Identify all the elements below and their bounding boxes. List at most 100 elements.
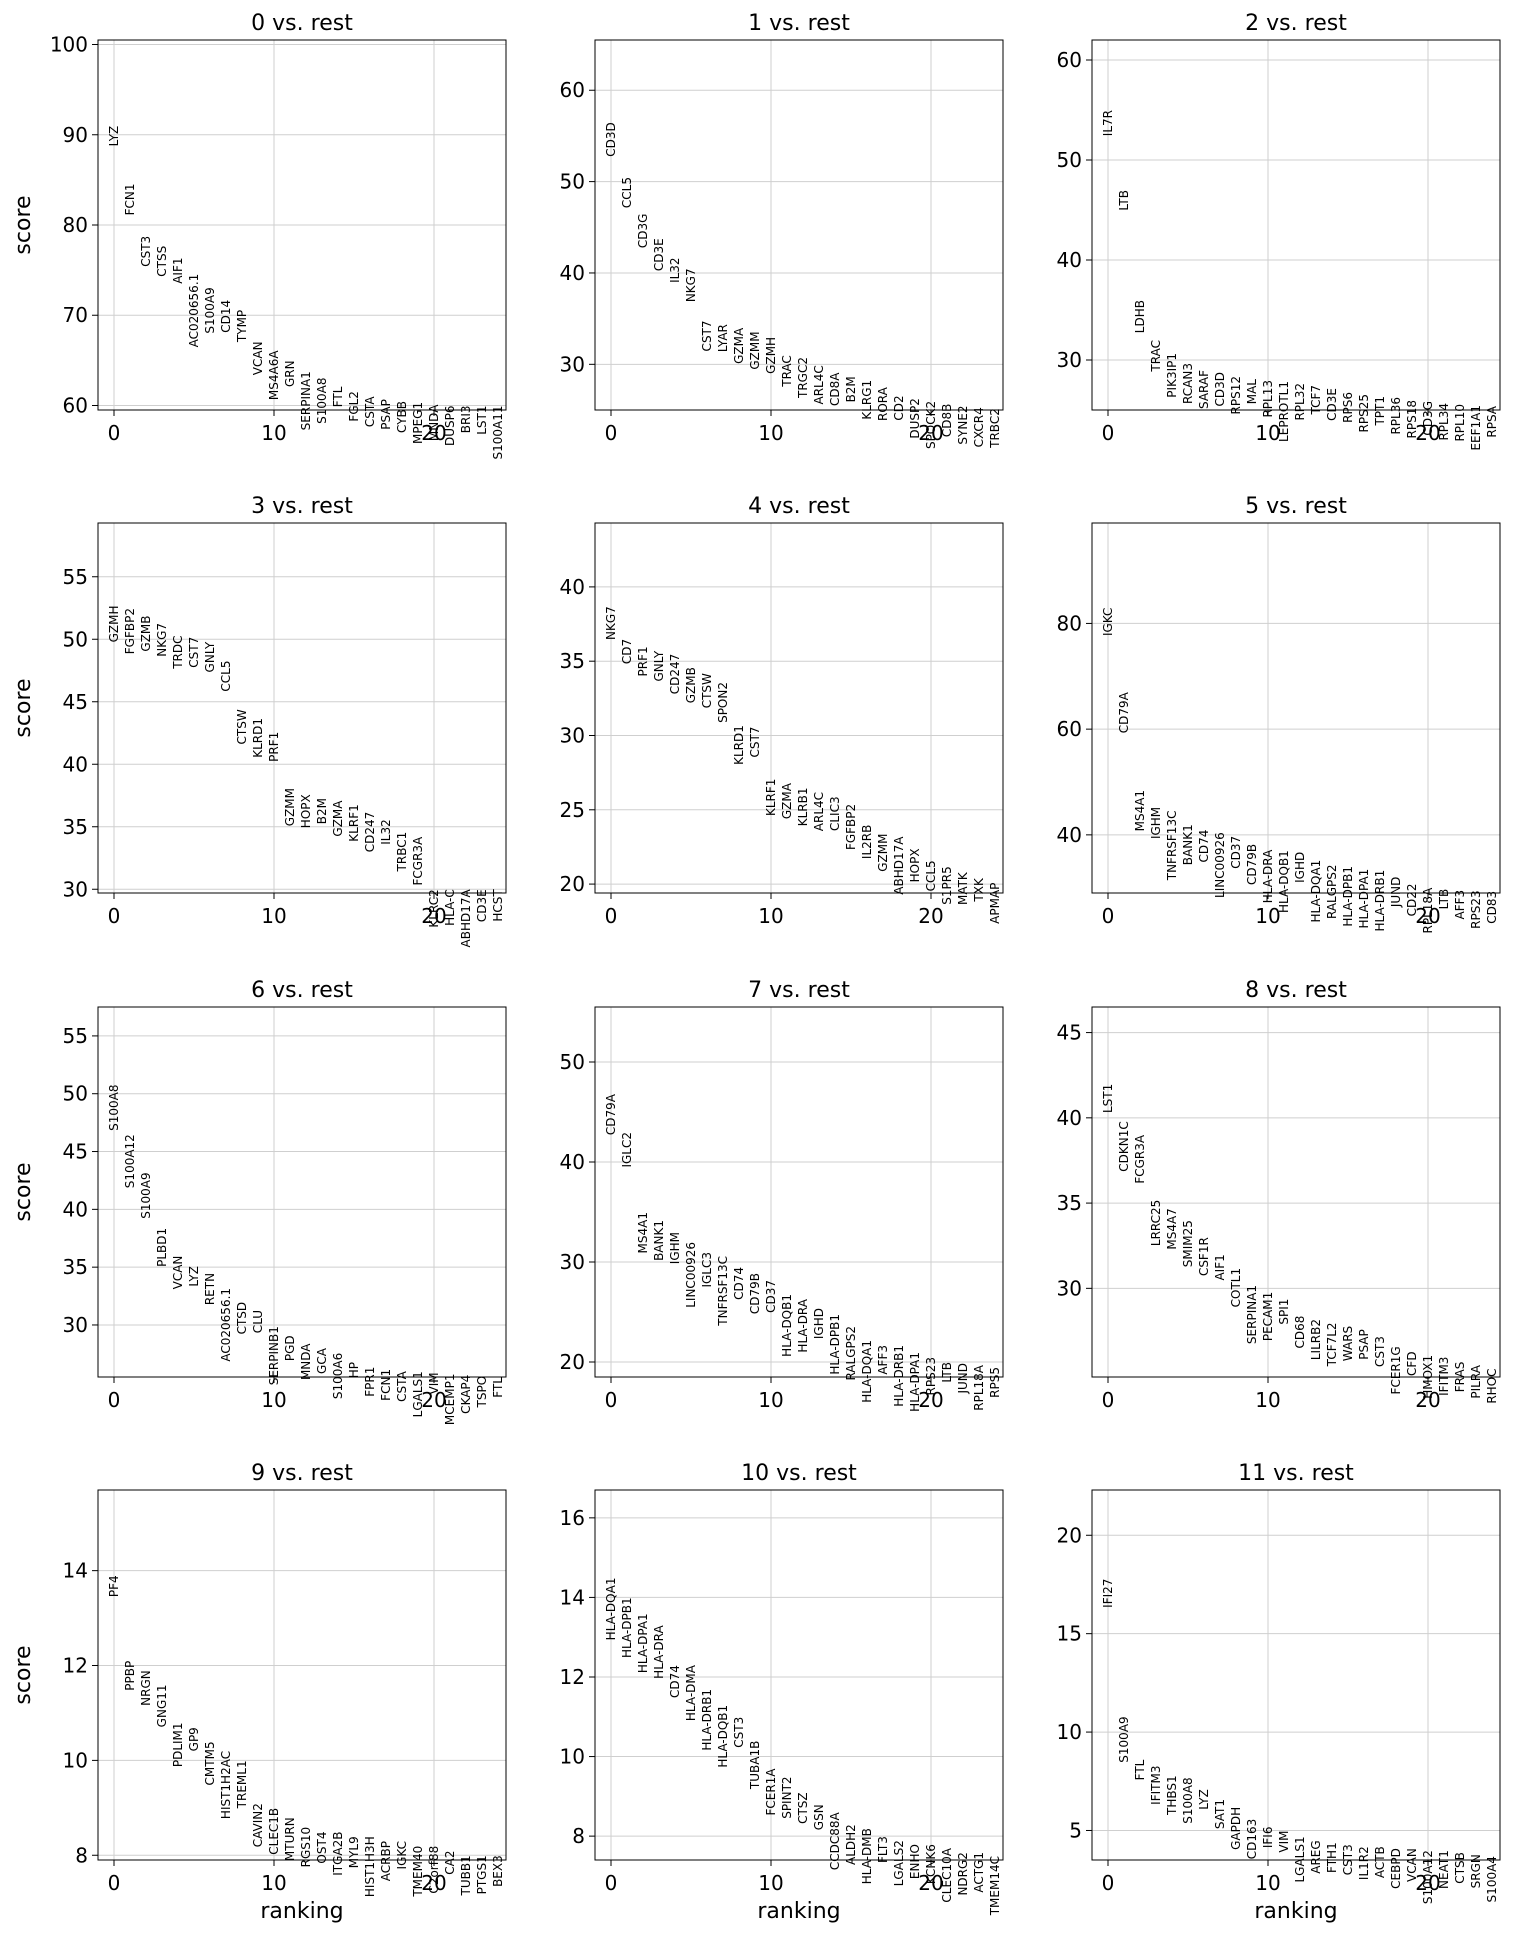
gene-label: MCEMP1 xyxy=(443,1374,457,1426)
gene-label: CD2 xyxy=(892,395,906,420)
y-tick-label: 10 xyxy=(560,1745,585,1769)
y-tick-label: 30 xyxy=(560,1250,585,1274)
gene-label: PRF1 xyxy=(636,646,650,676)
gene-label: HOPX xyxy=(908,848,922,882)
y-tick-label: 80 xyxy=(1057,611,1082,635)
panel-title: 1 vs. rest xyxy=(748,11,850,36)
y-tick-label: 55 xyxy=(63,565,88,589)
gene-label: CST3 xyxy=(139,236,153,267)
gene-label: FCGR3A xyxy=(1133,1134,1147,1184)
gene-label: GCA xyxy=(315,1347,329,1374)
gene-label: MS4A6A xyxy=(267,350,281,400)
gene-label: ABHD17A xyxy=(459,888,473,947)
x-tick-label: 10 xyxy=(758,421,783,445)
gene-label: MS4A7 xyxy=(1165,1208,1179,1249)
gene-label: IL2RB xyxy=(860,825,874,859)
x-tick-label: 10 xyxy=(758,1871,783,1895)
gene-label: IFI6 xyxy=(1261,1827,1275,1849)
y-tick-label: 16 xyxy=(560,1506,585,1530)
gene-label: HLA-DMB xyxy=(860,1828,874,1884)
x-tick-label: 20 xyxy=(421,421,446,445)
x-tick-label: 20 xyxy=(918,904,943,928)
gene-label: IL1R2 xyxy=(1357,1846,1371,1880)
gene-label: FRAS xyxy=(1453,1362,1467,1393)
gene-label: SERPINA1 xyxy=(299,371,313,430)
gene-label: CST7 xyxy=(187,637,201,668)
gene-label: S100A9 xyxy=(139,1172,153,1218)
gene-label: JUND xyxy=(1389,877,1403,909)
gene-label: CFD xyxy=(1405,1351,1419,1376)
y-tick-label: 60 xyxy=(560,78,585,102)
gene-label: NKG7 xyxy=(604,606,618,640)
gene-label: CD163 xyxy=(1245,1819,1259,1860)
gene-label: GNG11 xyxy=(155,1684,169,1727)
y-axis-label: score xyxy=(11,195,36,254)
y-tick-label: 30 xyxy=(1057,348,1082,372)
gene-label: HLA-DPA1 xyxy=(1357,869,1371,929)
gene-label: MS4A1 xyxy=(636,1212,650,1253)
gene-label: LYZ xyxy=(1197,1789,1211,1810)
gene-label: IFITM3 xyxy=(1437,1357,1451,1396)
gene-label: LDHB xyxy=(1133,300,1147,333)
gene-label: RPL32 xyxy=(1293,383,1307,421)
gene-label: FTL xyxy=(491,1377,505,1398)
gene-label: PF4 xyxy=(107,1575,121,1597)
y-tick-label: 40 xyxy=(1057,1106,1082,1130)
x-axis-label: ranking xyxy=(260,1899,343,1924)
y-tick-label: 20 xyxy=(1057,1523,1082,1547)
y-tick-label: 30 xyxy=(1057,1276,1082,1300)
y-tick-label: 50 xyxy=(63,627,88,651)
x-tick-label: 20 xyxy=(421,904,446,928)
panel-0: 0 10 20 60 70 80 90 100 0 vs. rest score LYZ FCN1 CS… xyxy=(11,11,507,459)
gene-label: HLA-DRA xyxy=(652,1624,666,1678)
gene-label: LTB xyxy=(940,1362,954,1383)
gene-label: HLA-C xyxy=(443,889,457,926)
y-tick-label: 30 xyxy=(560,723,585,747)
x-tick-label: 0 xyxy=(605,1388,618,1412)
axes-frame xyxy=(1091,39,1501,411)
x-tick-label: 20 xyxy=(1415,421,1440,445)
gene-label: LYAR xyxy=(716,324,730,352)
gene-label: IGHM xyxy=(1149,807,1163,839)
gene-label: CLEC10A xyxy=(940,1847,954,1902)
gene-label: SYNE2 xyxy=(956,405,970,444)
gene-label: CAVIN2 xyxy=(251,1803,265,1847)
gene-label: HLA-DRA xyxy=(1261,849,1275,903)
gene-label: PLBD1 xyxy=(155,1228,169,1267)
y-tick-label: 40 xyxy=(560,261,585,285)
gene-label: TUBA1B xyxy=(748,1741,762,1790)
gene-label: RCAN3 xyxy=(1181,363,1195,404)
gene-label: KLRB1 xyxy=(796,787,810,826)
gene-label: TXK xyxy=(972,877,986,903)
gene-label: SERPINA1 xyxy=(1245,1285,1259,1344)
y-tick-label: 45 xyxy=(63,1140,88,1164)
gene-label: SMIM25 xyxy=(1181,1220,1195,1267)
gene-label: PTGS1 xyxy=(475,1855,489,1894)
y-tick-label: 55 xyxy=(63,1024,88,1048)
y-tick-label: 12 xyxy=(63,1654,88,1678)
gene-label: RETN xyxy=(203,1273,217,1305)
gene-label: TRDC xyxy=(171,636,185,670)
gene-label: VCAN xyxy=(251,341,265,375)
gene-label: TNFRSF13C xyxy=(1165,811,1179,882)
axes-frame xyxy=(1091,522,1501,894)
gene-label: HLA-DQB1 xyxy=(1277,850,1291,913)
panel-title: 7 vs. rest xyxy=(748,978,850,1003)
x-tick-label: 20 xyxy=(1415,1388,1440,1412)
x-tick-label: 0 xyxy=(1102,1388,1115,1412)
gene-label: CD79A xyxy=(604,1093,618,1135)
gene-label: PPBP xyxy=(123,1661,137,1691)
y-tick-label: 40 xyxy=(1057,248,1082,272)
gene-label: BANK1 xyxy=(1181,824,1195,865)
gene-label: RPSA xyxy=(1485,405,1499,437)
panel-title: 5 vs. rest xyxy=(1245,494,1347,519)
panel-11: 0 10 20 5 10 15 20 11 vs. rest ranking IFI27 S100A… xyxy=(1057,1461,1501,1924)
gene-label: HLA-DQA1 xyxy=(860,1340,874,1403)
gene-label: MYL9 xyxy=(347,1836,361,1868)
gene-label: SPOCK2 xyxy=(924,401,938,449)
gene-label: CYBB xyxy=(395,401,409,433)
gene-label: HLA-DPA1 xyxy=(908,1352,922,1412)
